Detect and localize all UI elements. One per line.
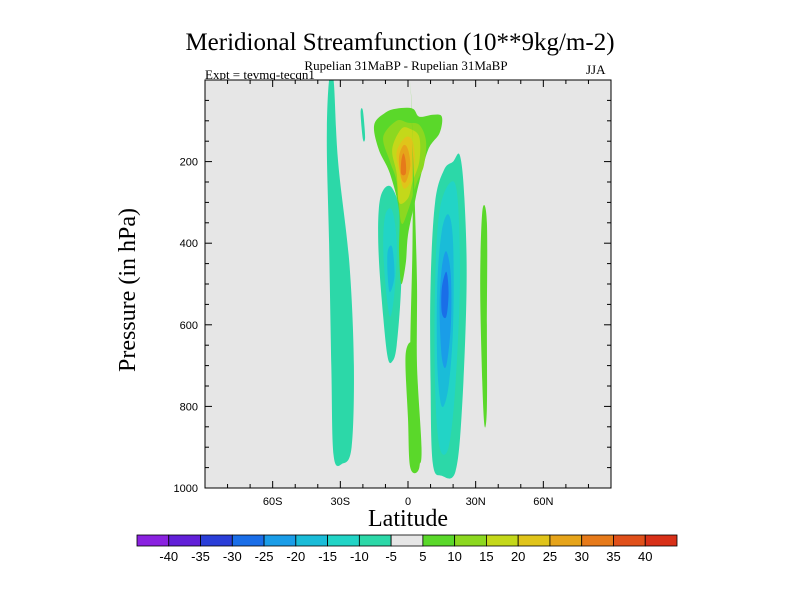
colorbar-box <box>200 534 233 547</box>
colorbar: -40 -35 -30 -25 -20 -15 -10 -5 5 10 15 20 25 30 35 40 <box>136 534 678 564</box>
y-tick-label: 200 <box>180 157 198 169</box>
colorbar-box <box>168 534 201 547</box>
chart-title: Meridional Streamfunction (10**9kg/m-2) <box>185 29 615 56</box>
colorbar-label: 30 <box>574 549 588 564</box>
colorbar-box <box>613 534 646 547</box>
colorbar-label: 20 <box>511 549 525 564</box>
colorbar-box <box>263 534 297 547</box>
contour-region-southern-subtropical-inner <box>387 245 395 293</box>
colorbar-box <box>358 534 392 547</box>
colorbar-box <box>390 534 424 547</box>
colorbar-label: 5 <box>419 549 426 564</box>
colorbar-label: -40 <box>159 549 178 564</box>
colorbar-box <box>295 534 328 547</box>
colorbar-box <box>231 534 265 547</box>
colorbar-box <box>517 534 551 547</box>
colorbar-box <box>136 534 170 547</box>
season-label: JJA <box>586 62 606 77</box>
colorbar-box <box>327 534 360 547</box>
chart-subtitle: Rupelian 31MaBP - Rupelian 31MaBP <box>304 58 508 73</box>
y-tick-label: 1000 <box>174 483 198 495</box>
colorbar-label: 35 <box>606 549 620 564</box>
x-tick-label: 60N <box>533 496 553 508</box>
colorbar-label: 10 <box>447 549 461 564</box>
axes: 200 400 600 800 1000 60S 30S 0 30N 60N <box>174 79 612 508</box>
colorbar-label: 40 <box>638 549 652 564</box>
y-axis-label: Pressure (in hPa) <box>115 208 141 372</box>
colorbar-box <box>549 534 583 547</box>
contour-regions <box>326 80 488 479</box>
colorbar-box <box>422 534 456 547</box>
colorbar-box <box>454 534 487 547</box>
colorbar-box <box>644 534 678 547</box>
contour-region-north-positive-band <box>480 204 488 428</box>
x-tick-label: 30N <box>466 496 486 508</box>
contour-region-northern-cell-peak <box>441 271 449 319</box>
colorbar-box <box>486 534 519 547</box>
colorbar-label: -30 <box>223 549 242 564</box>
contour-region-southern-cell-band <box>326 80 354 467</box>
experiment-label: Expt = tevmq-tecqn1 <box>205 67 315 82</box>
colorbar-label: -35 <box>191 549 210 564</box>
colorbar-label: -20 <box>286 549 305 564</box>
y-tick-label: 400 <box>180 238 198 250</box>
contour-region-small-patch-upper <box>360 108 366 142</box>
colorbar-label: -15 <box>318 549 337 564</box>
colorbar-label: -25 <box>255 549 274 564</box>
contour-region-equatorial-positive-30 <box>400 153 407 176</box>
x-axis-label: Latitude <box>368 506 448 532</box>
y-tick-label: 800 <box>180 401 198 413</box>
x-tick-label: 30S <box>331 496 351 508</box>
x-tick-label: 60S <box>263 496 283 508</box>
y-tick-label: 600 <box>180 320 198 332</box>
plot-area <box>205 80 611 488</box>
x-tick-label: 0 <box>405 496 411 508</box>
contour-region-equatorial-positive-base <box>405 342 421 474</box>
colorbar-label: 25 <box>543 549 557 564</box>
colorbar-box <box>581 534 614 547</box>
colorbar-label: -5 <box>385 549 397 564</box>
colorbar-label: 15 <box>479 549 493 564</box>
colorbar-label: -10 <box>350 549 369 564</box>
